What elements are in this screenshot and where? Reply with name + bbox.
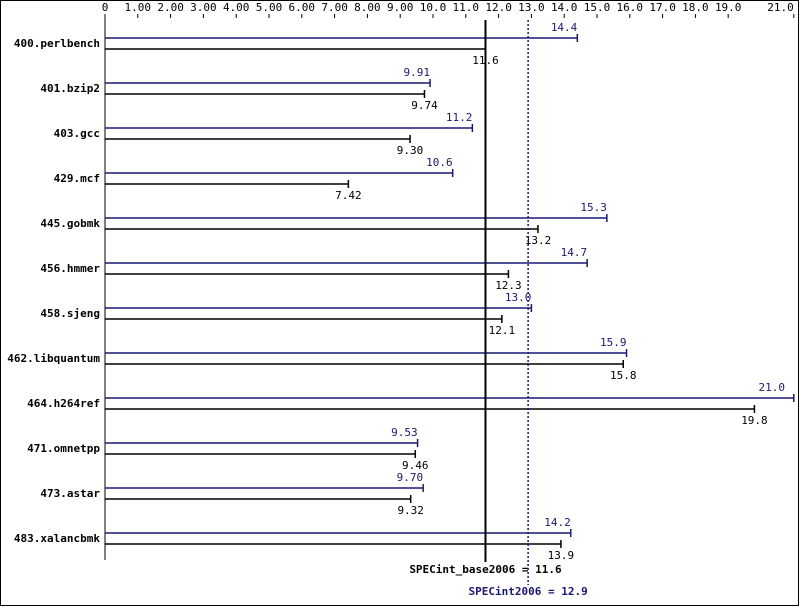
bar [105, 495, 412, 503]
x-tick-label: 7.00 [321, 1, 348, 14]
x-tick-label: 17.0 [649, 1, 676, 14]
value-label: 9.30 [397, 144, 424, 157]
bar [105, 529, 572, 537]
bar [105, 439, 419, 447]
category-label: 456.hmmer [40, 262, 100, 275]
value-label: 9.46 [402, 459, 429, 472]
value-label: 14.2 [544, 516, 571, 529]
x-tick-label: 6.00 [289, 1, 316, 14]
value-label: 12.1 [489, 324, 516, 337]
category-label: 464.h264ref [27, 397, 100, 410]
x-tick-label: 10.0 [420, 1, 447, 14]
value-label: 9.74 [411, 99, 438, 112]
x-tick-label: 4.00 [223, 1, 250, 14]
bar [105, 360, 624, 368]
category-label: 400.perlbench [14, 37, 100, 50]
category-label: 462.libquantum [7, 352, 100, 365]
value-label: 13.9 [548, 549, 575, 562]
x-tick-label: 21.0 [767, 1, 794, 14]
peak-mean-label: SPECint2006 = 12.9 [469, 585, 588, 598]
bar [105, 90, 426, 98]
category-label: 445.gobmk [40, 217, 100, 230]
bar [105, 270, 510, 278]
value-label: 10.6 [426, 156, 453, 169]
bar [105, 394, 795, 402]
bar [105, 180, 350, 188]
value-label: 19.8 [741, 414, 768, 427]
x-tick-label: 11.0 [453, 1, 480, 14]
value-label: 15.8 [610, 369, 637, 382]
x-tick-label: 13.0 [518, 1, 545, 14]
x-tick-label: 19.0 [715, 1, 742, 14]
x-tick-label: 1.00 [125, 1, 152, 14]
value-label: 12.3 [495, 279, 522, 292]
bar [105, 450, 417, 458]
x-tick-label: 14.0 [551, 1, 578, 14]
x-tick-label: 16.0 [617, 1, 644, 14]
bar [105, 214, 608, 222]
base-mean-label: SPECint_base2006 = 11.6 [409, 563, 562, 576]
bar [105, 34, 579, 42]
category-label: 429.mcf [54, 172, 100, 185]
x-tick-label: 15.0 [584, 1, 611, 14]
value-label: 15.9 [600, 336, 627, 349]
bar [105, 225, 539, 233]
bar [105, 135, 411, 143]
value-label: 7.42 [335, 189, 362, 202]
bar [105, 405, 756, 413]
bar [105, 349, 628, 357]
bar [105, 124, 474, 132]
bar [105, 304, 533, 312]
category-label: 473.astar [40, 487, 100, 500]
category-label: 401.bzip2 [40, 82, 100, 95]
value-label: 14.7 [561, 246, 588, 259]
value-label: 13.0 [505, 291, 532, 304]
x-tick-label: 5.00 [256, 1, 283, 14]
value-label: 21.0 [759, 381, 786, 394]
value-label: 9.32 [397, 504, 424, 517]
value-label: 13.2 [525, 234, 552, 247]
x-tick-label: 8.00 [354, 1, 381, 14]
category-label: 483.xalancbmk [14, 532, 100, 545]
bar [105, 315, 503, 323]
value-label: 9.53 [391, 426, 418, 439]
x-tick-label: 0 [102, 1, 109, 14]
value-label: 14.4 [551, 21, 578, 34]
x-tick-label: 9.00 [387, 1, 414, 14]
category-label: 471.omnetpp [27, 442, 100, 455]
value-label: 9.91 [404, 66, 431, 79]
bar [105, 79, 431, 87]
category-label: 458.sjeng [40, 307, 100, 320]
bar [105, 484, 424, 492]
value-label: 9.70 [397, 471, 424, 484]
x-tick-label: 3.00 [190, 1, 217, 14]
category-label: 403.gcc [54, 127, 100, 140]
x-tick-label: 12.0 [485, 1, 512, 14]
value-label: 11.2 [446, 111, 473, 124]
x-tick-label: 18.0 [682, 1, 709, 14]
bar [105, 259, 588, 267]
x-tick-label: 2.00 [157, 1, 184, 14]
bar [105, 169, 454, 177]
value-label: 15.3 [580, 201, 607, 214]
